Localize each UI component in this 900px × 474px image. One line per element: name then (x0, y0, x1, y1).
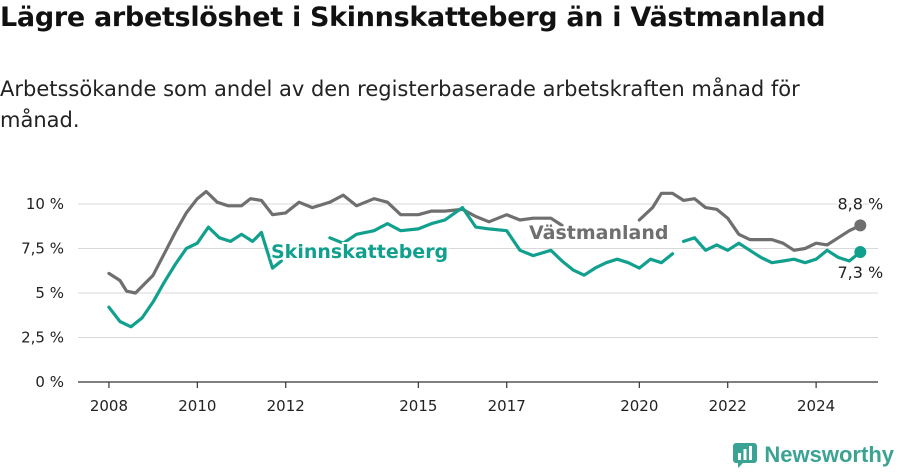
series-line-skinnskatteberg (328, 206, 675, 277)
x-tick-label: 2022 (709, 397, 747, 415)
x-axis: 2008 2010 2012 2015 2017 2020 2022 2024 (78, 381, 878, 415)
y-tick-label: 2,5 % (21, 329, 64, 347)
y-axis-ticks: 0 % 2,5 % 5 % 7,5 % 10 % (21, 195, 64, 391)
end-markers: 8,8 % 7,3 % (836, 193, 885, 284)
x-tick-label: 2015 (399, 397, 437, 415)
y-tick-label: 5 % (35, 284, 64, 302)
end-marker-skinnskatteberg (854, 246, 867, 259)
series-label-vastmanland: Västmanland (529, 222, 669, 244)
series-line-vstmanland (637, 191, 862, 252)
newsworthy-logo-icon (733, 443, 758, 468)
x-tick-label: 2008 (90, 397, 128, 415)
y-tick-label: 0 % (35, 373, 64, 391)
series-line-skinnskatteberg (681, 236, 862, 265)
x-tick-label: 2010 (178, 397, 216, 415)
x-tick-label: 2012 (267, 397, 305, 415)
newsworthy-logo: Newsworthy (732, 442, 894, 468)
end-value-label-skinnskatteberg: 7,3 % (837, 263, 883, 282)
series-lines (107, 189, 862, 329)
chart-title: Lägre arbetslöshet i Skinnskatteberg än … (0, 2, 826, 33)
series-line-skinnskatteberg (107, 225, 283, 329)
series-label-skinnskatteberg: Skinnskatteberg (271, 241, 448, 263)
x-tick-label: 2024 (797, 397, 835, 415)
series-line-vstmanland (107, 189, 564, 295)
gridlines (78, 203, 878, 338)
x-tick-label: 2020 (620, 397, 658, 415)
chart-subtitle: Arbetssökande som andel av den registerb… (0, 77, 800, 132)
end-value-label-vastmanland: 8,8 % (837, 194, 883, 213)
x-tick-label: 2017 (488, 397, 526, 415)
series-labels: Skinnskatteberg Västmanland (269, 220, 671, 265)
end-marker-vastmanland (854, 219, 867, 232)
y-tick-label: 10 % (26, 195, 64, 213)
newsworthy-logo-text: Newsworthy (764, 442, 894, 467)
y-tick-label: 7,5 % (21, 240, 64, 258)
